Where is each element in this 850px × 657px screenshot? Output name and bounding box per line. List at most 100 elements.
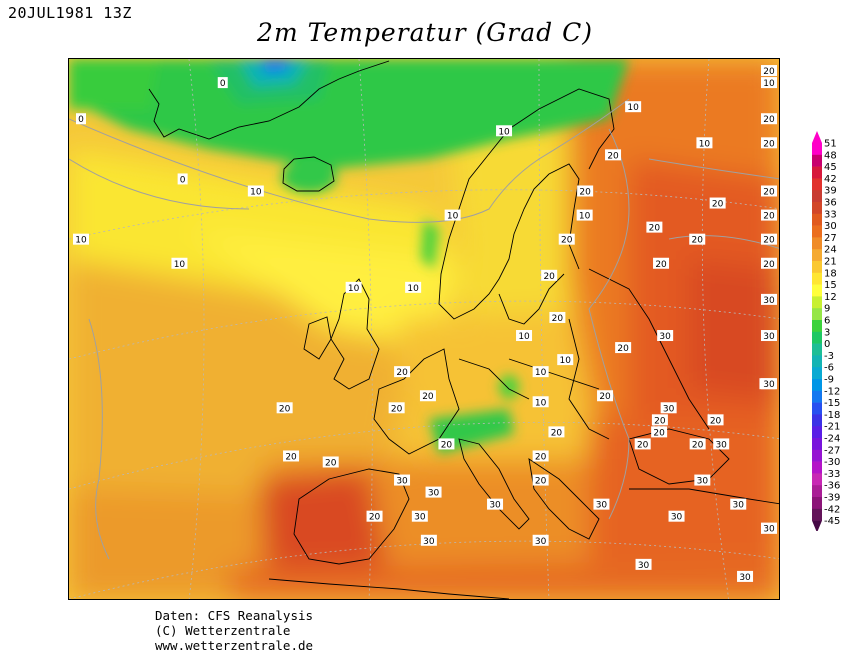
svg-text:20: 20 xyxy=(535,452,547,462)
colorbar-swatch xyxy=(812,390,822,403)
svg-text:30: 30 xyxy=(414,513,426,523)
isotherm-label: 10 xyxy=(696,137,713,149)
colorbar-tick-label: -42 xyxy=(824,504,840,515)
colorbar-tick-label: 3 xyxy=(824,327,830,338)
map-title: 2m Temperatur (Grad C) xyxy=(257,18,593,47)
svg-text:20: 20 xyxy=(561,236,573,246)
isotherm-label: 20 xyxy=(651,414,668,426)
colorbar-tick-label: 45 xyxy=(824,162,837,173)
colorbar-swatch xyxy=(812,320,822,333)
svg-text:20: 20 xyxy=(422,392,434,402)
isotherm-label: 30 xyxy=(761,330,777,342)
isotherm-label: 10 xyxy=(496,125,513,137)
isotherm-label: 20 xyxy=(646,221,663,234)
svg-text:20: 20 xyxy=(763,187,775,197)
isotherm-label: 10 xyxy=(761,77,777,89)
isotherm-label: 20 xyxy=(761,65,777,77)
isotherm-label: 30 xyxy=(660,402,677,414)
isotherm-label: 10 xyxy=(576,209,593,222)
isotherm-label: 30 xyxy=(425,486,442,499)
colorbar-tick-label: 12 xyxy=(824,292,837,303)
isotherm-label: 20 xyxy=(394,366,411,378)
svg-text:30: 30 xyxy=(763,332,775,342)
colorbar-tick-label: -12 xyxy=(824,386,840,397)
isotherm-label: 20 xyxy=(761,185,777,197)
colorbar-swatch xyxy=(812,284,822,297)
map-canvas: 0 0 0 10 10 10 10 10 10 10 10 10 10 10 10 10 10 10 20 20 20 2… xyxy=(69,59,779,599)
isotherm-label: 0 xyxy=(177,173,188,185)
isotherm-label: 30 xyxy=(668,510,685,523)
svg-text:20: 20 xyxy=(763,212,775,222)
svg-text:20: 20 xyxy=(763,236,775,246)
isotherm-label: 20 xyxy=(707,414,724,426)
colorbar-tick-label: 30 xyxy=(824,221,837,232)
isotherm-label: 10 xyxy=(516,330,533,342)
isotherm-label: 20 xyxy=(283,450,300,462)
colorbar-swatch xyxy=(812,308,822,321)
colorbar-tick-label: 6 xyxy=(824,316,830,327)
isotherm-label: 20 xyxy=(689,438,706,450)
colorbar-tick-label: 18 xyxy=(824,268,837,279)
isotherm-label: 30 xyxy=(761,293,777,306)
isotherm-label: 10 xyxy=(405,281,422,294)
colorbar-tick-label: -45 xyxy=(824,516,840,527)
isotherm-label: 20 xyxy=(322,456,339,468)
svg-text:0: 0 xyxy=(180,175,186,185)
colorbar-tick-label: -18 xyxy=(824,410,840,421)
svg-text:10: 10 xyxy=(627,103,639,113)
colorbar-swatch xyxy=(812,237,822,250)
isotherm-label: 20 xyxy=(689,233,706,246)
isotherm-label: 10 xyxy=(247,185,264,197)
colorbar-swatch xyxy=(812,249,822,262)
svg-text:20: 20 xyxy=(579,187,591,197)
isotherm-label: 20 xyxy=(541,269,558,282)
colorbar-tick-label: 51 xyxy=(824,139,837,150)
svg-text:0: 0 xyxy=(78,115,84,125)
credits-data-source: Daten: CFS Reanalysis xyxy=(155,608,314,623)
svg-text:20: 20 xyxy=(763,260,775,270)
svg-text:20: 20 xyxy=(710,416,722,426)
svg-text:20: 20 xyxy=(441,440,453,450)
svg-text:20: 20 xyxy=(649,224,661,234)
svg-text:20: 20 xyxy=(325,458,337,468)
svg-text:30: 30 xyxy=(489,501,501,511)
isotherm-label: 10 xyxy=(73,233,89,246)
svg-text:10: 10 xyxy=(535,398,547,408)
colorbar-swatch xyxy=(812,143,822,156)
colorbar-tick-label: 36 xyxy=(824,198,837,209)
colorbar-swatch xyxy=(812,508,822,521)
colorbar-swatch xyxy=(812,497,822,510)
isotherm-label: 20 xyxy=(653,257,670,270)
svg-text:20: 20 xyxy=(543,272,555,282)
svg-text:20: 20 xyxy=(391,404,403,414)
colorbar-tick-label: 42 xyxy=(824,174,837,185)
isotherm-label: 20 xyxy=(577,185,594,197)
svg-text:20: 20 xyxy=(763,67,775,77)
colorbar-tick-label: -27 xyxy=(824,445,840,456)
svg-text:30: 30 xyxy=(715,440,727,450)
svg-text:20: 20 xyxy=(655,260,667,270)
svg-text:30: 30 xyxy=(638,561,650,571)
colorbar-swatch xyxy=(812,213,822,226)
isotherm-label: 30 xyxy=(761,522,777,535)
isotherm-label: 20 xyxy=(532,474,549,487)
isotherm-label: 20 xyxy=(548,426,565,438)
isotherm-label: 10 xyxy=(444,209,461,222)
isotherm-label: 20 xyxy=(761,209,777,222)
colorbar-top-arrow xyxy=(812,131,822,143)
colorbar-swatch xyxy=(812,379,822,392)
colorbar-swatch xyxy=(812,202,822,215)
svg-text:30: 30 xyxy=(733,501,745,511)
colorbar-swatch xyxy=(812,426,822,439)
svg-text:30: 30 xyxy=(596,501,608,511)
colorbar-ticks: 51484542393633302724211815129630-3-6-9-1… xyxy=(824,139,840,528)
colorbar-tick-label: -3 xyxy=(824,351,834,362)
svg-text:20: 20 xyxy=(617,344,629,354)
svg-text:10: 10 xyxy=(579,212,591,222)
colorbar-tick-label: -24 xyxy=(824,434,840,445)
isotherm-label: 0 xyxy=(217,77,228,89)
svg-text:20: 20 xyxy=(552,314,564,324)
colorbar-swatch xyxy=(812,272,822,285)
isotherm-label: 30 xyxy=(657,330,674,342)
colorbar-tick-label: -15 xyxy=(824,398,840,409)
